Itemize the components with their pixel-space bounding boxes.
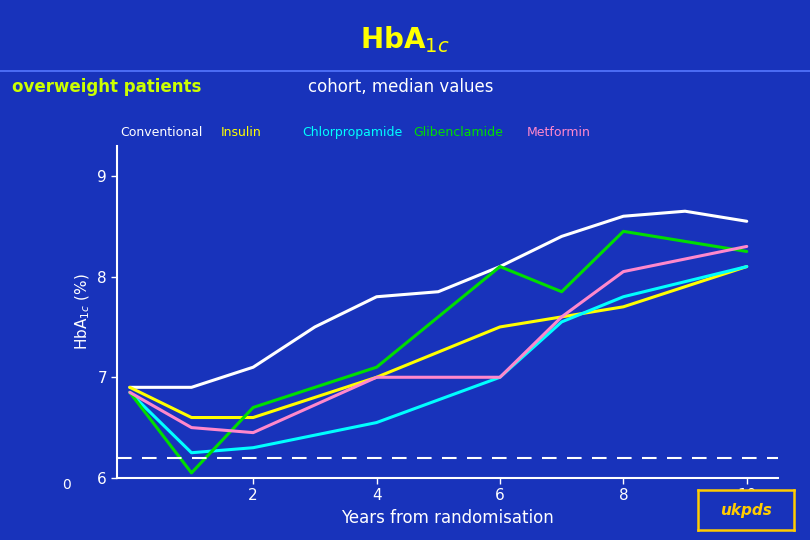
Y-axis label: HbA$_{1c}$ (%): HbA$_{1c}$ (%) (74, 273, 92, 350)
Text: HbA$_{1c}$: HbA$_{1c}$ (360, 24, 450, 55)
Text: overweight patients: overweight patients (12, 78, 202, 96)
X-axis label: Years from randomisation: Years from randomisation (341, 509, 554, 527)
Text: cohort, median values: cohort, median values (308, 78, 493, 96)
Text: Insulin: Insulin (220, 126, 261, 139)
Text: Chlorpropamide: Chlorpropamide (302, 126, 403, 139)
Text: Conventional: Conventional (120, 126, 202, 139)
Text: Metformin: Metformin (526, 126, 590, 139)
Text: Glibenclamide: Glibenclamide (413, 126, 503, 139)
Text: ukpds: ukpds (720, 503, 772, 517)
Text: 0: 0 (62, 478, 71, 492)
